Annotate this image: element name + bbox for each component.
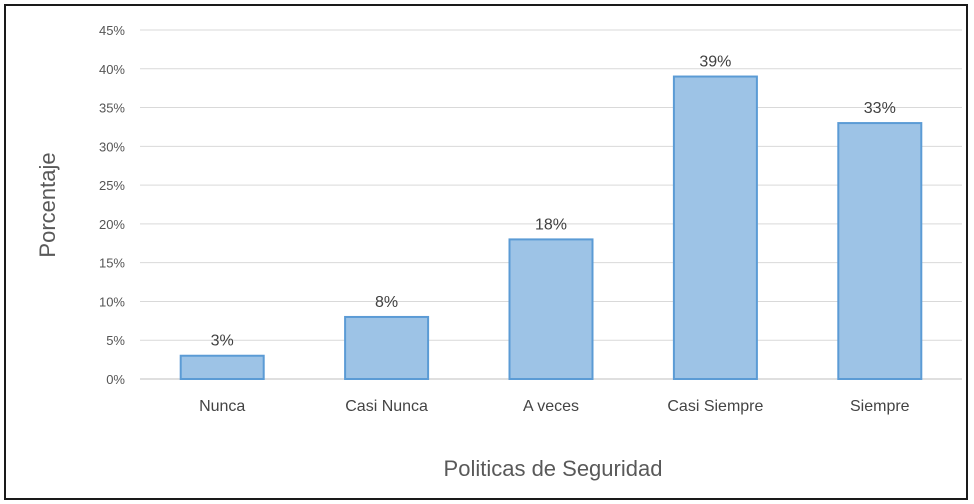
y-tick-label: 30% [99, 139, 125, 154]
category-label: A veces [523, 398, 579, 415]
data-label: 39% [699, 54, 731, 71]
bar-siempre [837, 122, 923, 380]
bar-casi-siempre [672, 75, 758, 381]
y-tick-label: 25% [99, 178, 125, 193]
y-tick-label: 0% [106, 372, 125, 387]
y-tick-label: 5% [106, 333, 125, 348]
y-axis-ticks: 0% 5% 10% 15% 20% 25% 30% 35% 40% 45% [99, 23, 125, 387]
category-label: Casi Siempre [667, 398, 763, 415]
category-label: Siempre [850, 398, 910, 415]
chart-frame [4, 4, 968, 500]
data-label: 8% [375, 294, 398, 311]
y-tick-label: 35% [99, 101, 125, 116]
category-label: Casi Nunca [345, 398, 428, 415]
data-label: 18% [535, 216, 567, 233]
y-tick-label: 20% [99, 217, 125, 232]
gridlines [140, 29, 962, 341]
bars [179, 75, 923, 381]
y-tick-label: 15% [99, 256, 125, 271]
y-axis-title: Porcentaje [35, 152, 60, 257]
x-axis-categories: Nunca Casi Nunca A veces Casi Siempre Siempr… [199, 398, 910, 415]
bar-casi-nunca [344, 315, 430, 381]
category-label: Nunca [199, 398, 245, 415]
y-tick-label: 10% [99, 294, 125, 309]
data-labels: 3% 8% 18% 39% 33% [211, 54, 896, 350]
y-tick-label: 40% [99, 62, 125, 77]
data-label: 33% [864, 100, 896, 117]
data-label: 3% [211, 333, 234, 350]
bar-nunca [179, 354, 265, 381]
bar-a-veces [508, 238, 594, 380]
x-axis-title: Politicas de Seguridad [444, 456, 663, 481]
y-tick-label: 45% [99, 23, 125, 38]
